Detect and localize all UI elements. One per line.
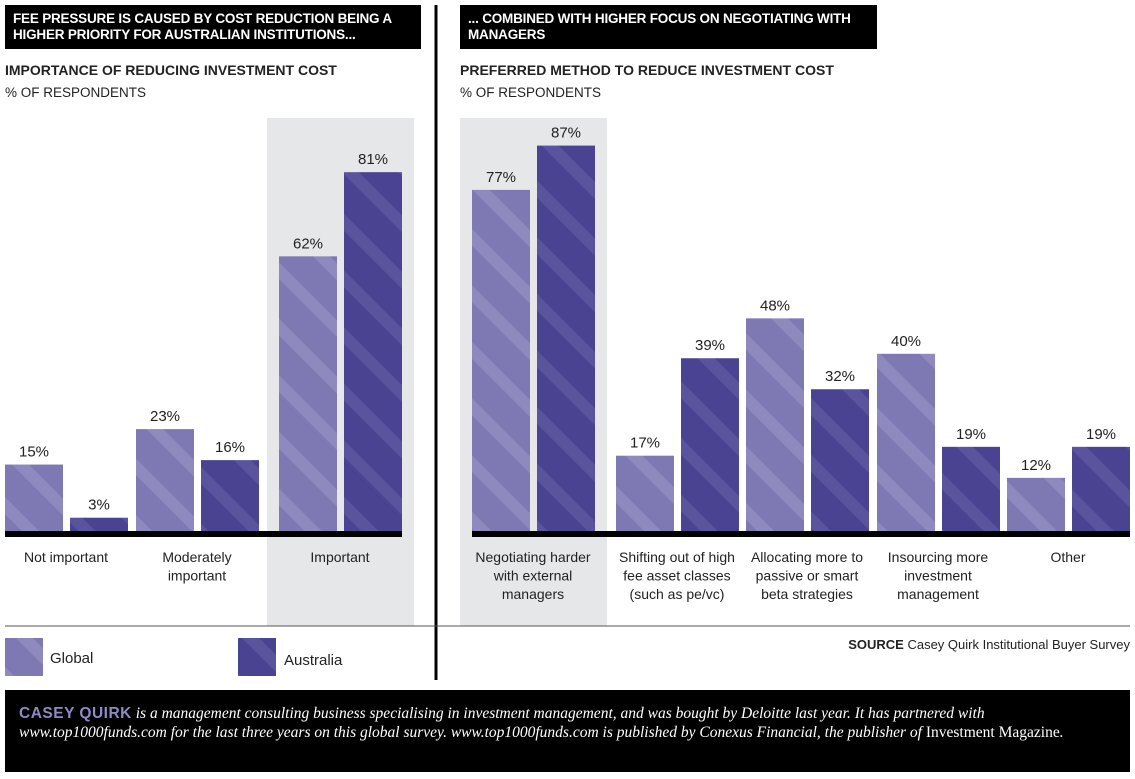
- footer-period: .: [1059, 724, 1064, 741]
- footer-text: is a management consulting business spec…: [19, 705, 985, 741]
- bar-global: [279, 256, 337, 531]
- legend-label-global: Global: [50, 650, 94, 667]
- category-label: Shifting out of high fee asset classes (su…: [619, 549, 735, 602]
- bar-global: [616, 455, 674, 531]
- footer-magazine: Investment Magazine: [925, 724, 1060, 741]
- left-chart-unit: % OF RESPONDENTS: [5, 85, 147, 100]
- bar-australia: [344, 172, 402, 532]
- legend-swatch-australia: [238, 638, 276, 676]
- bar-australia: [681, 358, 739, 531]
- category-label: Moderately important: [162, 549, 231, 584]
- bar-global: [1007, 477, 1065, 531]
- bar-australia: [537, 145, 595, 531]
- bar-australia: [942, 446, 1000, 531]
- data-label: 48%: [760, 297, 790, 314]
- data-label: 77%: [486, 169, 516, 186]
- baseline: [472, 531, 1130, 537]
- legend-label-australia: Australia: [284, 652, 343, 669]
- data-label: 19%: [1086, 426, 1116, 443]
- category-label: Insourcing more investment management: [888, 549, 989, 602]
- baseline: [5, 531, 402, 537]
- data-label: 81%: [358, 151, 388, 168]
- bar-global: [136, 429, 194, 531]
- data-label: 39%: [695, 337, 725, 354]
- footer-box: CASEY QUIRK is a management consulting b…: [5, 690, 1130, 772]
- category-label: Allocating more to passive or smart beta s…: [751, 549, 863, 602]
- bar-australia: [201, 460, 259, 531]
- data-label: 23%: [150, 408, 180, 425]
- bar-global: [5, 464, 63, 531]
- category-label: Not important: [24, 549, 108, 565]
- source-label: SOURCE: [848, 637, 904, 652]
- data-label: 17%: [630, 435, 660, 452]
- bar-australia: [1072, 446, 1130, 531]
- right-header: ... COMBINED WITH HIGHER FOCUS ON NEGOTI…: [460, 5, 877, 49]
- data-label: 16%: [215, 439, 245, 456]
- category-label: Negotiating harder with external managers: [475, 549, 591, 602]
- left-chart-title: IMPORTANCE OF REDUCING INVESTMENT COST: [5, 62, 337, 78]
- bar-global: [472, 189, 530, 531]
- data-label: 12%: [1021, 457, 1051, 474]
- bar-global: [746, 318, 804, 531]
- category-label: Important: [310, 549, 369, 565]
- data-label: 32%: [825, 368, 855, 385]
- data-label: 40%: [891, 333, 921, 350]
- footer-brand: CASEY QUIRK: [19, 705, 132, 722]
- right-chart-title: PREFERRED METHOD TO REDUCE INVESTMENT CO…: [460, 62, 834, 78]
- bar-australia: [811, 389, 869, 531]
- data-label: 3%: [88, 497, 110, 514]
- bar-australia: [70, 517, 128, 531]
- category-label: Other: [1050, 549, 1085, 565]
- source-note: SOURCE Casey Quirk Institutional Buyer S…: [848, 637, 1130, 652]
- bar-global: [877, 353, 935, 531]
- legend-swatch-global: [5, 638, 43, 676]
- data-label: 87%: [551, 125, 581, 142]
- data-label: 15%: [19, 444, 49, 461]
- data-label: 19%: [956, 426, 986, 443]
- bar-charts: 15% 3% Not important 23% 16% Moderately import…: [5, 5, 1130, 680]
- data-label: 62%: [293, 235, 323, 252]
- left-header: FEE PRESSURE IS CAUSED BY COST REDUCTION…: [5, 5, 421, 49]
- source-text: Casey Quirk Institutional Buyer Survey: [903, 637, 1130, 652]
- right-chart-unit: % OF RESPONDENTS: [460, 85, 602, 100]
